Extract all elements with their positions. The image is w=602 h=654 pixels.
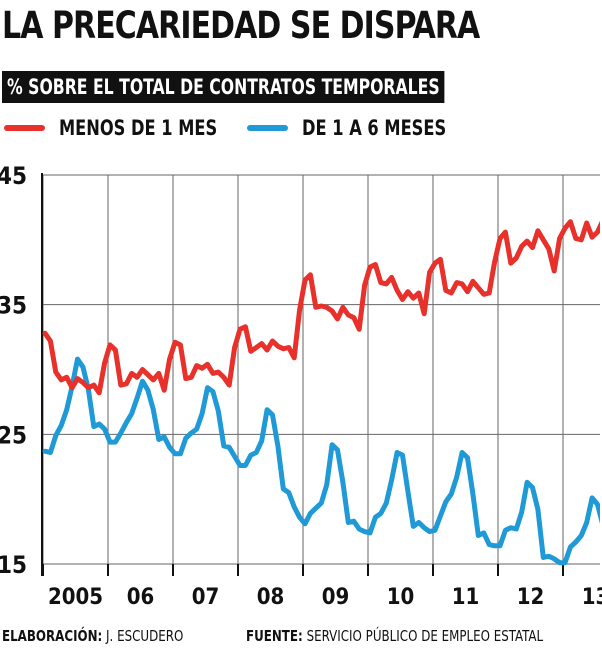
x-tick-label-13: 13 bbox=[582, 585, 602, 610]
credit-value: J. ESCUDERO bbox=[106, 627, 184, 645]
y-tick-label-45: 45 bbox=[0, 162, 27, 190]
y-tick-label-25: 25 bbox=[0, 421, 27, 449]
legend-item-de-1-a-6-meses: DE 1 A 6 MESES bbox=[247, 116, 470, 140]
source-value: SERVICIO PÚBLICO DE EMPLEO ESTATAL bbox=[306, 627, 544, 645]
x-tick-label-08: 08 bbox=[257, 585, 285, 610]
x-tick-label-06: 06 bbox=[127, 585, 155, 610]
y-tick-label-15: 15 bbox=[0, 551, 27, 579]
chart-title: LA PRECARIEDAD SE DISPARA bbox=[2, 4, 480, 47]
credit-label: ELABORACIÓN: bbox=[2, 627, 103, 645]
legend: MENOS DE 1 MES DE 1 A 6 MESES bbox=[0, 116, 602, 146]
legend-label-menos-de-1-mes: MENOS DE 1 MES bbox=[59, 116, 218, 140]
x-tick-label-09: 09 bbox=[322, 585, 350, 610]
legend-swatch-blue bbox=[247, 125, 288, 131]
x-tick-label-11: 11 bbox=[452, 585, 480, 610]
x-tick-label-2005: 2005 bbox=[48, 585, 103, 610]
x-tick-label-07: 07 bbox=[192, 585, 220, 610]
credit: ELABORACIÓN: J. ESCUDERO bbox=[2, 627, 183, 645]
x-tick-label-10: 10 bbox=[387, 585, 415, 610]
source: FUENTE: SERVICIO PÚBLICO DE EMPLEO ESTAT… bbox=[246, 627, 543, 645]
chart-subtitle: % SOBRE EL TOTAL DE CONTRATOS TEMPORALES bbox=[2, 71, 445, 103]
series-line-menos-de-1-mes bbox=[42, 219, 600, 396]
legend-label-de-1-a-6-meses: DE 1 A 6 MESES bbox=[302, 116, 447, 140]
source-label: FUENTE: bbox=[246, 627, 303, 645]
line-chart: 15 25 35 45 2005 06 07 08 09 10 11 12 13 bbox=[0, 162, 602, 610]
x-tick-label-12: 12 bbox=[517, 585, 545, 610]
legend-item-menos-de-1-mes: MENOS DE 1 MES bbox=[4, 116, 243, 140]
y-tick-label-35: 35 bbox=[0, 292, 27, 320]
series-line-de-1-a-6-meses bbox=[42, 356, 600, 566]
legend-swatch-red bbox=[4, 125, 45, 131]
